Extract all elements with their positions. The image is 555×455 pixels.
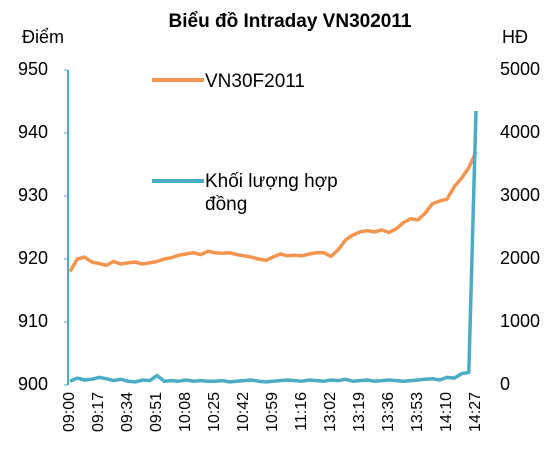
series-line xyxy=(68,151,478,273)
x-tick-label: 10:42 xyxy=(235,392,252,432)
x-tick-label: 13:19 xyxy=(351,392,368,432)
legend-label: VN30F2011 xyxy=(205,71,305,92)
y2-tick-label: 4000 xyxy=(500,122,540,142)
x-tick-label: 09:00 xyxy=(61,392,78,432)
y-tick-label: 930 xyxy=(18,185,48,205)
x-tick-label: 13:02 xyxy=(322,392,339,432)
y2-tick-label: 5000 xyxy=(500,59,540,79)
x-tick-label: 14:10 xyxy=(438,392,455,432)
y-tick-label: 920 xyxy=(18,248,48,268)
x-tick-label: 09:34 xyxy=(119,392,136,432)
y-tick-label: 900 xyxy=(18,374,48,394)
x-tick-label: 13:53 xyxy=(409,392,426,432)
x-tick-label: 09:17 xyxy=(90,392,107,432)
y-tick-label: 950 xyxy=(18,59,48,79)
x-tick-label: 10:08 xyxy=(177,392,194,432)
chart-title: Biểu đồ Intraday VN302011 xyxy=(169,11,412,32)
y-tick-label: 910 xyxy=(18,311,48,331)
legend-label: Khối lượng hợp đồng xyxy=(205,171,338,215)
y2-tick-label: 3000 xyxy=(500,185,540,205)
x-tick-label: 14:27 xyxy=(467,392,484,432)
x-tick-label: 11:16 xyxy=(293,392,310,431)
y2-tick-label: 1000 xyxy=(500,311,540,331)
x-tick-label: 10:25 xyxy=(206,392,223,432)
x-tick-label: 13:36 xyxy=(380,392,397,432)
y2-tick-label: 0 xyxy=(500,374,510,394)
y2-axis-title: HĐ xyxy=(502,27,528,47)
y-axis-title: Điểm xyxy=(22,27,64,47)
x-tick-label: 10:59 xyxy=(264,392,281,432)
y2-tick-label: 2000 xyxy=(500,248,540,268)
y-tick-label: 940 xyxy=(18,122,48,142)
series-line xyxy=(69,110,478,384)
x-tick-label: 09:51 xyxy=(148,392,165,432)
